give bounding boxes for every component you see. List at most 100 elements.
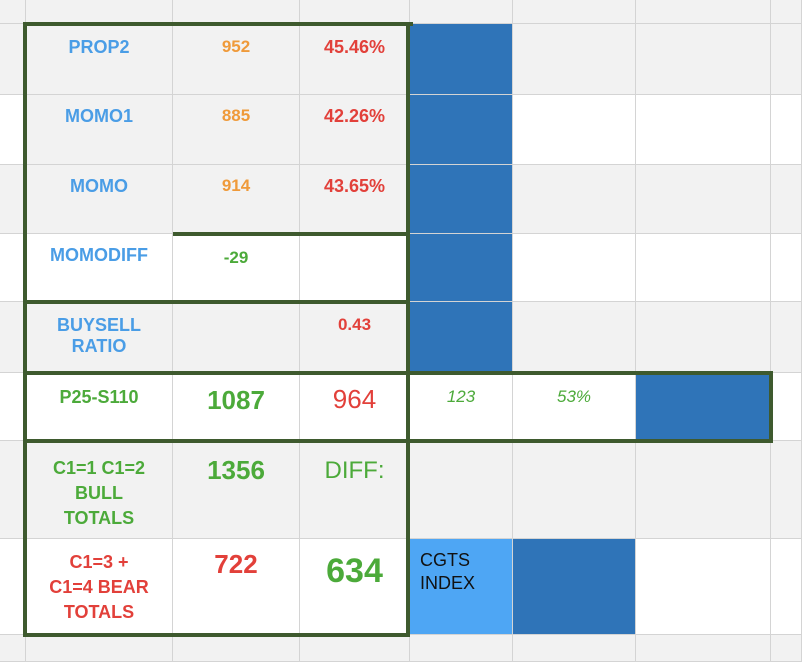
cell[interactable] bbox=[0, 302, 26, 373]
cell[interactable] bbox=[636, 24, 771, 95]
momo-value-cell[interactable]: 914 bbox=[173, 165, 300, 234]
cell[interactable] bbox=[0, 165, 26, 234]
cell[interactable] bbox=[513, 234, 636, 302]
cell[interactable] bbox=[771, 95, 802, 165]
cell[interactable] bbox=[636, 95, 771, 165]
p25-percent-cell[interactable]: 53% bbox=[513, 373, 636, 441]
blue-fill-cell[interactable] bbox=[410, 24, 513, 95]
cell[interactable] bbox=[173, 0, 300, 24]
bear-value: 722 bbox=[214, 549, 258, 579]
momo1-value-cell[interactable]: 885 bbox=[173, 95, 300, 165]
buysell-label-cell[interactable]: BUYSELL RATIO bbox=[26, 302, 173, 373]
blue-fill-cell[interactable] bbox=[410, 165, 513, 234]
cell[interactable] bbox=[771, 373, 802, 441]
cell[interactable] bbox=[0, 95, 26, 165]
cell[interactable] bbox=[300, 234, 410, 302]
cell[interactable] bbox=[513, 0, 636, 24]
cell[interactable] bbox=[513, 441, 636, 539]
cell[interactable] bbox=[513, 24, 636, 95]
cell[interactable] bbox=[300, 0, 410, 24]
cgts-index-label: CGTS INDEX bbox=[420, 550, 476, 594]
blue-fill-cell[interactable] bbox=[410, 95, 513, 165]
momo1-label: MOMO1 bbox=[64, 106, 133, 126]
cell[interactable] bbox=[513, 302, 636, 373]
cell[interactable] bbox=[771, 635, 802, 662]
cell[interactable] bbox=[636, 0, 771, 24]
cell[interactable] bbox=[636, 302, 771, 373]
p25-label-cell[interactable]: P25-S110 bbox=[26, 373, 173, 441]
thick-border bbox=[23, 439, 773, 443]
thick-border bbox=[23, 633, 410, 637]
blue-fill-cell[interactable] bbox=[636, 373, 771, 441]
bear-value-cell[interactable]: 722 bbox=[173, 539, 300, 635]
cell[interactable] bbox=[513, 95, 636, 165]
cell[interactable] bbox=[513, 165, 636, 234]
p25-total: 1087 bbox=[207, 385, 265, 415]
momo-label-cell[interactable]: MOMO bbox=[26, 165, 173, 234]
cell[interactable] bbox=[636, 165, 771, 234]
cell[interactable] bbox=[771, 165, 802, 234]
bull-diff-label: DIFF: bbox=[324, 457, 385, 484]
bull-value-cell[interactable]: 1356 bbox=[173, 441, 300, 539]
thick-border bbox=[23, 22, 27, 637]
momodiff-value-cell[interactable]: -29 bbox=[173, 234, 300, 302]
cell[interactable] bbox=[0, 0, 26, 24]
cell[interactable] bbox=[771, 24, 802, 95]
cell[interactable] bbox=[636, 441, 771, 539]
cell[interactable] bbox=[0, 635, 26, 662]
buysell-ratio: 0.43 bbox=[337, 315, 372, 334]
cell[interactable] bbox=[771, 441, 802, 539]
blue-fill-cell[interactable] bbox=[410, 234, 513, 302]
momo1-value: 885 bbox=[221, 106, 251, 125]
bear-label-cell[interactable]: C1=3 + C1=4 BEAR TOTALS bbox=[26, 539, 173, 635]
p25-diff-cell[interactable]: 123 bbox=[410, 373, 513, 441]
prop2-value-cell[interactable]: 952 bbox=[173, 24, 300, 95]
cell[interactable] bbox=[636, 234, 771, 302]
cell[interactable] bbox=[0, 234, 26, 302]
bull-label: C1=1 C1=2 BULL TOTALS bbox=[52, 458, 146, 529]
bear-label: C1=3 + C1=4 BEAR TOTALS bbox=[49, 552, 149, 623]
p25-total-cell[interactable]: 1087 bbox=[173, 373, 300, 441]
cell[interactable] bbox=[636, 539, 771, 635]
thick-border bbox=[173, 232, 410, 236]
bull-value: 1356 bbox=[207, 455, 265, 485]
p25-percent: 53% bbox=[556, 387, 592, 406]
momo1-percent-cell[interactable]: 42.26% bbox=[300, 95, 410, 165]
buysell-label: BUYSELL RATIO bbox=[56, 315, 141, 356]
cell[interactable] bbox=[410, 441, 513, 539]
cell[interactable] bbox=[26, 635, 173, 662]
thick-border bbox=[23, 371, 773, 375]
cell[interactable] bbox=[173, 635, 300, 662]
cgts-index-cell[interactable]: CGTS INDEX bbox=[410, 539, 513, 635]
momo-percent: 43.65% bbox=[323, 176, 386, 196]
cell[interactable] bbox=[173, 302, 300, 373]
prop2-label: PROP2 bbox=[68, 37, 130, 57]
bear-diff-value-cell[interactable]: 634 bbox=[300, 539, 410, 635]
prop2-label-cell[interactable]: PROP2 bbox=[26, 24, 173, 95]
blue-fill-cell[interactable] bbox=[410, 302, 513, 373]
thick-border bbox=[23, 300, 410, 304]
cell[interactable] bbox=[771, 539, 802, 635]
blue-fill-cell[interactable] bbox=[513, 539, 636, 635]
cell[interactable] bbox=[513, 635, 636, 662]
cell[interactable] bbox=[636, 635, 771, 662]
bull-label-cell[interactable]: C1=1 C1=2 BULL TOTALS bbox=[26, 441, 173, 539]
cell[interactable] bbox=[300, 635, 410, 662]
p25-count-cell[interactable]: 964 bbox=[300, 373, 410, 441]
momodiff-label: MOMODIFF bbox=[50, 245, 148, 265]
momodiff-label-cell[interactable]: MOMODIFF bbox=[26, 234, 173, 302]
cell[interactable] bbox=[26, 0, 173, 24]
momo-percent-cell[interactable]: 43.65% bbox=[300, 165, 410, 234]
p25-diff: 123 bbox=[446, 387, 476, 406]
prop2-percent-cell[interactable]: 45.46% bbox=[300, 24, 410, 95]
cell[interactable] bbox=[410, 635, 513, 662]
cell[interactable] bbox=[410, 0, 513, 24]
bull-diff-label-cell[interactable]: DIFF: bbox=[300, 441, 410, 539]
cell[interactable] bbox=[771, 0, 802, 24]
momo-value: 914 bbox=[221, 176, 251, 195]
momo-label: MOMO bbox=[70, 176, 128, 196]
cell[interactable] bbox=[771, 234, 802, 302]
cell[interactable] bbox=[771, 302, 802, 373]
buysell-ratio-cell[interactable]: 0.43 bbox=[300, 302, 410, 373]
momo1-label-cell[interactable]: MOMO1 bbox=[26, 95, 173, 165]
